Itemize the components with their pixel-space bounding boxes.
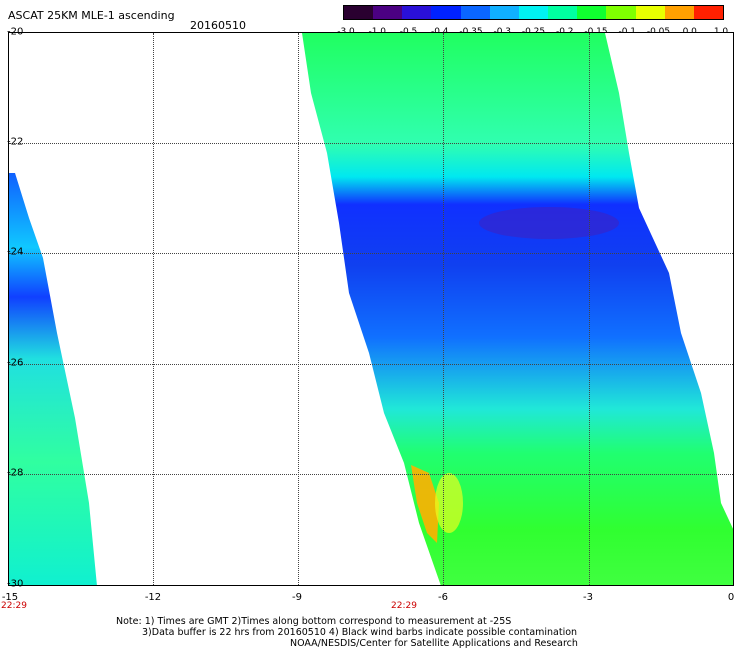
footnote-line: 3)Data buffer is 22 hrs from 20160510 4)… [142, 627, 578, 638]
lon-label: -12 [144, 592, 162, 603]
colorbar-segment [402, 6, 432, 19]
grid-lat-26 [9, 364, 733, 365]
high-value-patch [411, 465, 439, 543]
lon-label: -15 [1, 592, 19, 603]
lat-label: -26 [7, 357, 24, 369]
map-title: ASCAT 25KM MLE-1 ascending [8, 9, 175, 22]
lon-label: -6 [438, 592, 448, 603]
lat-label: -24 [7, 246, 24, 258]
grid-lon-3 [589, 33, 590, 585]
pass-time: 22:29 [1, 601, 27, 611]
colorbar-segment [693, 6, 724, 19]
grid-lon-9 [298, 33, 299, 585]
west-swath [9, 173, 97, 585]
footnote-line: Note: 1) Times are GMT 2)Times along bot… [116, 616, 512, 627]
colorbar-segment [606, 6, 636, 19]
footnote-line: NOAA/NESDIS/Center for Satellite Applica… [290, 638, 578, 649]
colorbar [343, 5, 724, 20]
lat-label: -28 [7, 467, 24, 479]
colorbar-segment [635, 6, 665, 19]
map-date: 20160510 [190, 19, 246, 32]
east-swath [302, 33, 733, 585]
pass-time: 22:29 [391, 601, 417, 611]
lon-label: -3 [583, 592, 593, 603]
low-value-patch [479, 207, 619, 239]
lat-label: -22 [7, 136, 24, 148]
colorbar-segment [460, 6, 490, 19]
lat-label: -20 [7, 26, 24, 38]
lon-label: -9 [292, 592, 302, 603]
grid-lon-6 [443, 33, 444, 585]
colorbar-segment [373, 6, 403, 19]
lon-label: 0 [727, 592, 735, 603]
colorbar-segment [344, 6, 374, 19]
colorbar-segment [489, 6, 519, 19]
grid-lat-24 [9, 253, 733, 254]
colorbar-segment [577, 6, 607, 19]
grid-lat-22 [9, 143, 733, 144]
colorbar-segment [548, 6, 578, 19]
high-value-patch [435, 473, 463, 533]
map-plot [8, 32, 734, 586]
colorbar-segment [518, 6, 549, 19]
colorbar-segment [431, 6, 461, 19]
lat-label: -30 [7, 578, 24, 590]
swath-data-layer [9, 33, 733, 585]
grid-lat-28 [9, 474, 733, 475]
colorbar-segment [664, 6, 694, 19]
grid-lon-12 [153, 33, 154, 585]
